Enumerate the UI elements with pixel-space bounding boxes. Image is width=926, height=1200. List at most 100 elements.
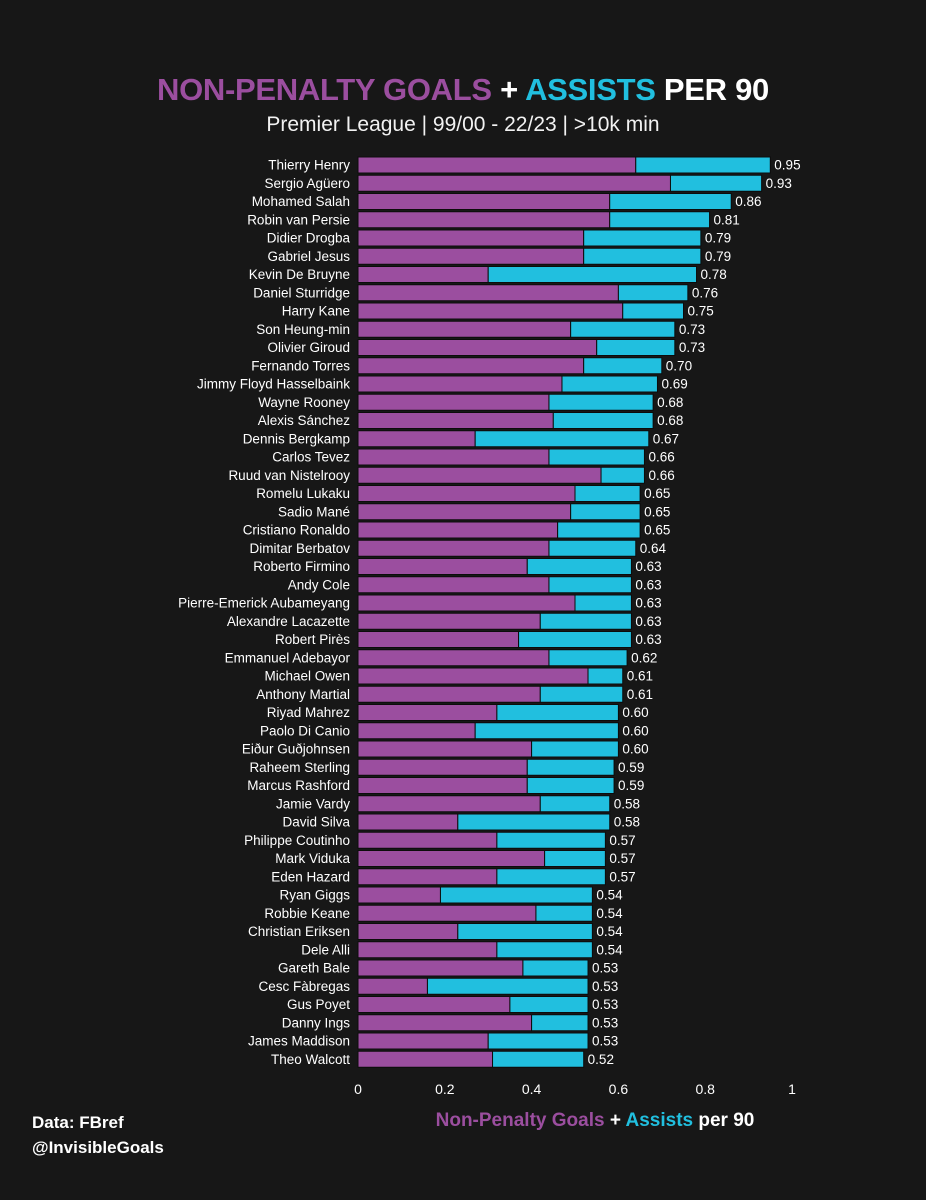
assists-bar <box>531 1014 589 1032</box>
goals-bar <box>357 777 528 794</box>
total-value-label: 0.60 <box>622 742 648 757</box>
total-value-label: 0.70 <box>666 358 692 373</box>
total-value-label: 0.58 <box>614 796 640 811</box>
assists-bar <box>487 266 698 283</box>
player-label: Anthony Martial <box>256 687 350 702</box>
player-label: David Silva <box>282 815 350 830</box>
player-label: Dimitar Berbatov <box>249 541 350 556</box>
goals-bar <box>357 1050 494 1068</box>
goals-bar <box>357 667 589 685</box>
total-value-label: 0.54 <box>596 906 623 921</box>
total-value-label: 0.69 <box>661 377 687 392</box>
player-label: Mark Viduka <box>275 851 350 866</box>
goals-bar <box>357 612 541 630</box>
goals-bar <box>357 193 611 210</box>
total-value-label: 0.67 <box>653 431 679 446</box>
total-value-label: 0.68 <box>657 395 683 410</box>
assists-bar <box>526 777 615 794</box>
xlabel-assists: Assists <box>625 1110 694 1131</box>
goals-bar <box>357 521 559 539</box>
assists-bar <box>557 521 641 539</box>
total-value-label: 0.62 <box>631 650 657 665</box>
total-value-label: 0.65 <box>644 504 670 519</box>
xlabel-rest: per 90 <box>693 1110 755 1131</box>
player-label: Alexandre Lacazette <box>227 614 350 629</box>
total-value-label: 0.57 <box>609 833 635 848</box>
goals-bar <box>357 1032 489 1050</box>
player-label: Jimmy Floyd Hasselbaink <box>197 377 350 392</box>
total-value-label: 0.58 <box>614 815 640 830</box>
source-label: Data: FBref <box>32 1113 124 1132</box>
total-value-label: 0.76 <box>692 285 718 300</box>
goals-bar <box>357 850 546 867</box>
player-label: Cristiano Ronaldo <box>243 523 350 538</box>
assists-bar <box>474 722 619 740</box>
total-value-label: 0.95 <box>774 158 800 173</box>
total-value-label: 0.60 <box>622 723 648 738</box>
player-label: Dennis Bergkamp <box>243 431 350 446</box>
player-label: Gareth Bale <box>278 961 350 976</box>
total-value-label: 0.63 <box>635 632 661 647</box>
total-value-label: 0.73 <box>679 322 705 337</box>
assists-bar <box>526 558 632 575</box>
goals-bar <box>357 813 459 831</box>
total-value-label: 0.65 <box>644 486 670 501</box>
assists-bar <box>583 229 702 247</box>
assists-bar <box>548 448 645 466</box>
player-label: Sadio Mané <box>278 504 350 519</box>
assists-bar <box>561 375 658 393</box>
total-value-label: 0.59 <box>618 760 644 775</box>
assists-bar <box>570 503 641 521</box>
player-label: Daniel Sturridge <box>253 285 350 300</box>
assists-bar <box>548 649 628 667</box>
goals-bar <box>357 758 528 776</box>
player-label: Robin van Persie <box>247 212 350 227</box>
player-label: Ruud van Nistelrooy <box>228 468 350 483</box>
goals-bar <box>357 977 428 995</box>
assists-bar <box>622 302 684 320</box>
assists-bar <box>539 795 611 813</box>
goals-bar <box>357 996 511 1013</box>
total-value-label: 0.61 <box>627 669 653 684</box>
assists-bar <box>518 631 632 648</box>
assists-bar <box>496 941 593 959</box>
total-value-label: 0.63 <box>635 596 661 611</box>
player-label: Thierry Henry <box>268 158 350 173</box>
goals-bar <box>357 485 576 502</box>
total-value-label: 0.53 <box>592 979 618 994</box>
player-label: Carlos Tevez <box>272 450 350 465</box>
total-value-label: 0.53 <box>592 961 618 976</box>
player-label: Riyad Mahrez <box>267 705 351 720</box>
assists-bar <box>474 430 650 448</box>
goals-bar <box>357 320 572 338</box>
data-source: Data: FBref @InvisibleGoals <box>32 1110 164 1160</box>
goals-bar <box>357 357 585 375</box>
player-label: Kevin De Bruyne <box>249 267 350 282</box>
total-value-label: 0.54 <box>596 888 623 903</box>
assists-bar <box>617 284 689 302</box>
goals-bar <box>357 466 602 484</box>
x-tick-label: 0.6 <box>609 1081 629 1097</box>
assists-bar <box>531 740 619 758</box>
player-label: Roberto Firmino <box>253 559 350 574</box>
assists-bar <box>522 959 589 977</box>
player-label: Romelu Lukaku <box>256 486 350 501</box>
x-axis-label: Non-Penalty Goals + Assists per 90 <box>360 1110 830 1132</box>
goals-bar <box>357 266 489 283</box>
assists-bar <box>496 831 606 849</box>
title-goals: NON-PENALTY GOALS <box>157 72 492 107</box>
total-value-label: 0.60 <box>622 705 648 720</box>
player-label: Harry Kane <box>282 304 350 319</box>
goals-bar <box>357 412 554 429</box>
player-label: Olivier Giroud <box>267 340 350 355</box>
player-label: Emmanuel Adebayor <box>225 650 351 665</box>
assists-bar <box>587 667 624 685</box>
total-value-label: 0.53 <box>592 1015 618 1030</box>
goals-bar <box>357 302 624 320</box>
player-label: Marcus Rashford <box>247 778 350 793</box>
assists-bar <box>509 996 589 1013</box>
player-label: Sergio Agüero <box>264 176 350 191</box>
goals-bar <box>357 393 550 411</box>
assists-bar <box>583 357 663 375</box>
